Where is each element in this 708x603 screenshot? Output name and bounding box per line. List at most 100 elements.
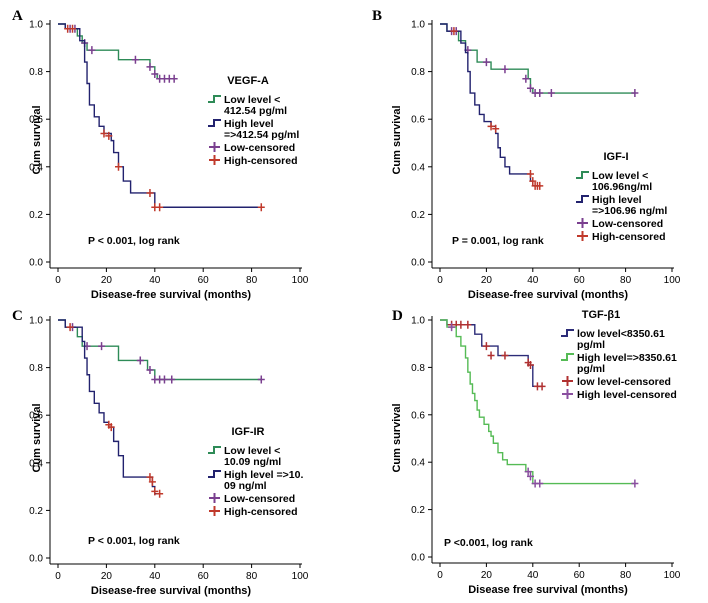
y-tick-label: 0.4 bbox=[29, 162, 43, 173]
legend-entry-text: 09 ng/ml bbox=[224, 480, 267, 492]
censor-mark-high bbox=[536, 181, 544, 190]
censor-mark-low bbox=[146, 365, 154, 374]
y-tick-label: 0.8 bbox=[29, 67, 43, 78]
legend-entry-text: High-censored bbox=[224, 155, 298, 167]
panel-letter: D bbox=[392, 308, 403, 324]
censor-mark-low bbox=[88, 46, 96, 55]
legend-swatch-cross bbox=[577, 231, 588, 241]
censor-mark-low bbox=[501, 65, 509, 74]
y-axis-title: Cum survival bbox=[31, 105, 43, 174]
legend-entry-text: High level =>10. bbox=[224, 469, 303, 481]
y-tick-label: 1.0 bbox=[411, 316, 425, 327]
y-tick-label: 1.0 bbox=[411, 20, 425, 31]
censor-mark-high bbox=[69, 24, 77, 33]
legend-swatch-step bbox=[208, 446, 221, 454]
x-tick-label: 20 bbox=[481, 570, 493, 581]
y-tick-label: 0.6 bbox=[29, 411, 43, 422]
survival-curve-high bbox=[440, 319, 635, 485]
legend-entry-text: Low level < bbox=[592, 170, 648, 182]
y-tick-label: 0.4 bbox=[29, 458, 43, 469]
y-tick-label: 0.0 bbox=[29, 258, 43, 269]
censor-mark-high bbox=[148, 477, 156, 486]
legend-swatch-cross bbox=[562, 389, 573, 399]
x-tick-label: 60 bbox=[198, 275, 210, 286]
x-tick-label: 60 bbox=[574, 275, 586, 286]
y-tick-label: 0.4 bbox=[411, 458, 425, 469]
p-value-label: P = 0.001, log rank bbox=[452, 235, 544, 247]
y-tick-label: 0.0 bbox=[411, 258, 425, 269]
censor-mark-high bbox=[448, 323, 456, 332]
x-tick-label: 40 bbox=[149, 571, 161, 582]
censor-mark-low bbox=[98, 342, 106, 351]
censor-mark-high bbox=[524, 467, 532, 476]
censor-mark-low bbox=[160, 375, 168, 384]
censor-mark-low bbox=[547, 89, 555, 98]
censor-mark-high bbox=[156, 203, 164, 212]
legend-entry-text: low level<8350.61 bbox=[577, 328, 665, 340]
legend-entry-text: 10.09 ng/ml bbox=[224, 456, 281, 468]
censor-mark-low bbox=[131, 55, 139, 64]
x-tick-label: 100 bbox=[664, 570, 681, 581]
censor-mark-low bbox=[464, 320, 472, 329]
censor-mark-high bbox=[257, 203, 265, 212]
censor-mark-low bbox=[168, 375, 176, 384]
x-tick-label: 100 bbox=[664, 275, 681, 286]
legend-entry-text: High level bbox=[224, 118, 274, 130]
censor-mark-high bbox=[156, 489, 164, 498]
legend-entry-text: =>412.54 pg/ml bbox=[224, 129, 299, 141]
y-tick-label: 0.8 bbox=[29, 363, 43, 374]
legend-entry-text: 106.96ng/ml bbox=[592, 181, 652, 193]
legend-entry-text: High-censored bbox=[592, 231, 666, 243]
x-axis-title: Disease free survival (months) bbox=[468, 584, 628, 596]
x-tick-label: 80 bbox=[620, 275, 632, 286]
legend-swatch-step bbox=[576, 195, 589, 203]
censor-mark-high bbox=[450, 27, 458, 36]
y-tick-label: 0.2 bbox=[411, 505, 425, 516]
km-panel-d: D 0 20 40 60 80 100 0.0 0.2 0.4 0.6 0.8 1.0 Disease f… bbox=[391, 308, 681, 596]
legend-entry-text: Low-censored bbox=[592, 218, 663, 230]
censor-mark-high bbox=[146, 188, 154, 197]
censor-mark-high bbox=[115, 162, 122, 171]
legend-swatch-step bbox=[208, 119, 221, 127]
x-tick-label: 40 bbox=[149, 275, 161, 286]
x-tick-label: 20 bbox=[481, 275, 493, 286]
legend-swatch-cross bbox=[209, 155, 220, 165]
panel-letter: B bbox=[372, 8, 382, 24]
legend-swatch-cross bbox=[209, 142, 220, 152]
survival-curve-high bbox=[440, 23, 540, 187]
km-panel-a: A 0 20 40 60 80 100 0.0 0.2 0.4 0.6 0.8 1.0 Disease-f… bbox=[12, 8, 309, 301]
censor-mark-low bbox=[538, 382, 546, 391]
p-value-label: P < 0.001, log rank bbox=[88, 535, 180, 547]
censor-mark-high bbox=[529, 177, 537, 186]
censor-mark-low bbox=[536, 89, 544, 98]
legend-swatch-step bbox=[208, 470, 221, 478]
censor-mark-low bbox=[487, 351, 495, 360]
y-tick-label: 0.8 bbox=[411, 363, 425, 374]
censor-mark-high bbox=[487, 122, 495, 131]
censor-mark-high bbox=[536, 479, 544, 488]
censor-mark-low bbox=[482, 342, 490, 351]
survival-curve-high bbox=[58, 319, 160, 495]
censor-mark-high bbox=[526, 169, 534, 178]
y-tick-label: 0.0 bbox=[411, 553, 425, 564]
y-tick-label: 0.0 bbox=[29, 554, 43, 565]
censor-mark-low bbox=[526, 84, 534, 93]
censor-mark-low bbox=[501, 351, 509, 360]
legend-entry-text: Low-censored bbox=[224, 493, 295, 505]
censor-mark-low bbox=[136, 356, 144, 365]
panel-letter: C bbox=[12, 308, 23, 324]
survival-curve-low bbox=[440, 23, 635, 94]
censor-mark-low bbox=[146, 62, 154, 71]
legend-swatch-step bbox=[576, 171, 589, 179]
y-axis-title: Cum survival bbox=[391, 403, 403, 472]
legend-swatch-step bbox=[208, 95, 221, 103]
x-tick-label: 80 bbox=[246, 275, 258, 286]
y-tick-label: 0.2 bbox=[29, 210, 43, 221]
legend-entry-text: High level=>8350.61 bbox=[577, 352, 677, 364]
censor-mark-high bbox=[151, 487, 159, 496]
x-tick-label: 0 bbox=[55, 275, 61, 286]
p-value-label: P < 0.001, log rank bbox=[88, 235, 180, 247]
x-axis-title: Disease-free survival (months) bbox=[91, 289, 252, 301]
